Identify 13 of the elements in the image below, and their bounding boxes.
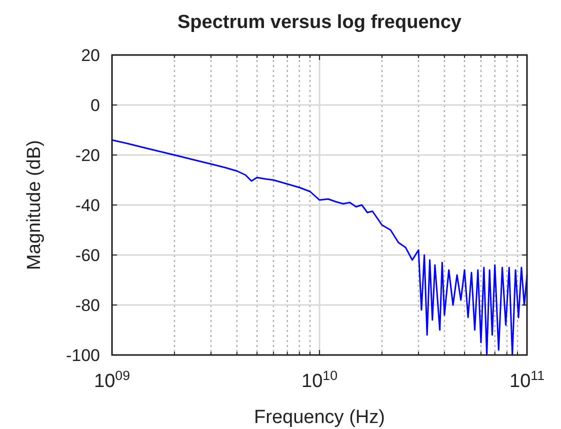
y-tick-label: 20 [81,46,100,65]
y-tick-label: -20 [75,146,100,165]
y-tick-label: -60 [75,246,100,265]
chart-title: Spectrum versus log frequency [177,12,462,33]
y-tick-label: 0 [90,96,100,115]
x-tick-label: 10$^{09}$ [94,368,130,392]
y-tick-label: -40 [75,196,100,215]
y-tick-label: -100 [66,346,100,365]
x-tick-label: 10$^{11}$ [510,368,544,392]
y-tick-label: -80 [75,296,100,315]
x-tick-label: 10$^{10}$ [302,368,338,392]
y-axis-title: Magnitude (dB) [24,140,45,270]
x-axis-title: Frequency (Hz) [254,407,385,428]
